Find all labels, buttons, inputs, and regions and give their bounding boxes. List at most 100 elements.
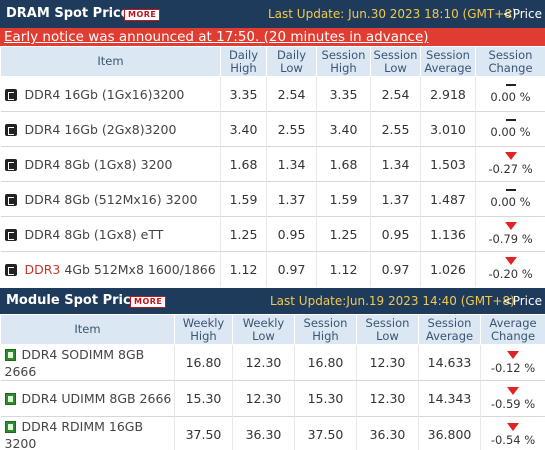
dram-header-bar: DRAM Spot Price MORE Last Update: Jun.30… [0,0,545,28]
session-low-value: 12.30 [356,380,419,417]
memory-module-icon [4,348,16,361]
item-cell[interactable]: DDR4 16Gb (1Gx16)3200 [0,76,221,112]
session-low-value: 1.34 [370,146,421,182]
session-average-value: 1.487 [420,181,476,217]
change-value: -0.20 % [488,267,533,282]
change-value: -0.12 % [490,360,536,375]
session-low-value: 0.95 [370,216,421,252]
change-cell: 0.00 % [475,181,545,217]
table-row[interactable]: DDR4 UDIMM 8GB 2666 15.30 12.30 15.30 12.30 1… [0,380,545,417]
dash-icon [505,84,516,86]
session-low-value: 0.97 [370,251,421,287]
change-value: 0.00 % [490,90,531,104]
chip-icon [4,158,17,171]
session-low-value: 36.30 [356,416,419,450]
module-price-link[interactable]: <Price [502,294,542,308]
dash-icon [505,189,516,191]
item-cell[interactable]: DDR4 8Gb (512Mx16) 3200 [0,181,221,217]
daily-low-value: 1.37 [266,181,317,217]
item-prefix: DDR4 [24,191,61,207]
chip-icon [4,263,17,276]
change-cell: 0.00 % [475,111,545,147]
table-row[interactable]: DDR4 8Gb (512Mx16) 3200 1.59 1.37 1.59 1.37 1… [0,181,545,217]
session-average-value: 1.503 [420,146,476,182]
daily-low-value: 2.55 [266,111,317,147]
session-low-value: 2.55 [370,111,421,147]
change-cell: 0.00 % [475,76,545,112]
session-high-value: 3.35 [316,76,371,112]
dash-icon [505,119,516,121]
table-row[interactable]: DDR3 4Gb 512Mx8 1600/1866 1.12 0.97 1.12 0.9… [0,251,545,287]
session-low-value: 1.37 [370,181,421,217]
change-cell: -0.54 % [480,416,545,450]
memory-module-icon [4,420,16,433]
col-session-average: Session Average [420,46,476,77]
dram-more-button[interactable]: MORE [124,9,161,21]
module-header-bar: Module Spot Price MORE Last Update:Jun.1… [0,288,545,314]
weekly-high-value: 15.30 [174,380,233,417]
weekly-low-value: 12.30 [232,344,295,381]
session-high-value: 37.50 [294,416,357,450]
table-row[interactable]: DDR4 8Gb (1Gx8) 3200 1.68 1.34 1.68 1.34 1.50… [0,146,545,182]
session-high-value: 16.80 [294,344,357,381]
chip-icon [4,193,17,206]
change-value: 0.00 % [490,125,531,139]
item-name: 16Gb (2Gx8)3200 [60,121,177,137]
weekly-low-value: 36.30 [232,416,295,450]
item-cell[interactable]: DDR4 SODIMM 8GB 2666 [0,344,175,381]
daily-high-value: 3.35 [220,76,267,112]
session-average-value: 1.136 [420,216,476,252]
item-name: 8Gb (1Gx8) 3200 [60,156,173,172]
module-column-headers: Item Weekly High Weekly Low Session High… [0,314,545,345]
change-value: -0.79 % [488,232,533,246]
item-name: DDR4 UDIMM 8GB 2666 [21,391,172,406]
col-item: Item [0,314,175,345]
col-item: Item [0,46,221,77]
table-row[interactable]: DDR4 16Gb (2Gx8)3200 3.40 2.55 3.40 2.55 3.01… [0,111,545,147]
down-arrow-icon [507,386,519,395]
col-session-low: Session Low [370,46,421,77]
dram-last-update: Last Update: Jun.30 2023 18:10 (GMT+8) [268,7,517,21]
session-high-value: 1.68 [316,146,371,182]
item-cell[interactable]: DDR4 16Gb (2Gx8)3200 [0,111,221,147]
item-prefix: DDR3 [24,261,61,277]
dram-column-headers: Item Daily High Daily Low Session High S… [0,46,545,77]
col-session-change: Session Change [475,46,545,77]
session-average-value: 36.800 [418,416,481,450]
item-cell[interactable]: DDR4 8Gb (1Gx8) eTT [0,216,221,252]
daily-high-value: 1.12 [220,251,267,287]
module-price-table: Item Weekly High Weekly Low Session High… [0,314,545,450]
session-average-value: 14.343 [418,380,481,417]
item-name: 8Gb (1Gx8) eTT [60,226,164,242]
table-row[interactable]: DDR4 16Gb (1Gx16)3200 3.35 2.54 3.35 2.54 2.9… [0,76,545,112]
dram-price-link[interactable]: <Price [502,7,542,21]
change-value: -0.54 % [490,432,536,447]
early-notice-banner[interactable]: Early notice was announced at 17:50. (20… [0,28,545,46]
item-name: 16Gb (1Gx16)3200 [60,86,185,102]
col-daily-low: Daily Low [266,46,317,77]
daily-low-value: 0.97 [266,251,317,287]
daily-low-value: 0.95 [266,216,317,252]
down-arrow-icon [507,422,519,431]
col-session-high: Session High [316,46,371,77]
dram-price-table: Item Daily High Daily Low Session High S… [0,46,545,287]
item-cell[interactable]: DDR3 4Gb 512Mx8 1600/1866 [0,251,221,287]
early-notice-text[interactable]: Early notice was announced at 17:50. (20… [4,29,429,45]
col-daily-high: Daily High [220,46,267,77]
item-prefix: DDR4 [24,156,61,172]
table-row[interactable]: DDR4 RDIMM 16GB 3200 37.50 36.30 37.50 36.30… [0,416,545,450]
daily-high-value: 1.68 [220,146,267,182]
module-more-button[interactable]: MORE [130,296,167,308]
item-cell[interactable]: DDR4 RDIMM 16GB 3200 [0,416,175,450]
item-name: 4Gb 512Mx8 1600/1866 [60,261,216,277]
table-row[interactable]: DDR4 8Gb (1Gx8) eTT 1.25 0.95 1.25 0.95 1.136… [0,216,545,252]
daily-high-value: 1.25 [220,216,267,252]
daily-low-value: 2.54 [266,76,317,112]
col-weekly-low: Weekly Low [232,314,295,345]
item-cell[interactable]: DDR4 UDIMM 8GB 2666 [0,380,175,417]
item-cell[interactable]: DDR4 8Gb (1Gx8) 3200 [0,146,221,182]
table-row[interactable]: DDR4 SODIMM 8GB 2666 16.80 12.30 16.80 12.30… [0,344,545,381]
memory-module-icon [4,393,16,405]
dram-title: DRAM Spot Price [6,6,130,21]
item-name: DDR4 RDIMM 16GB 3200 [4,418,144,450]
